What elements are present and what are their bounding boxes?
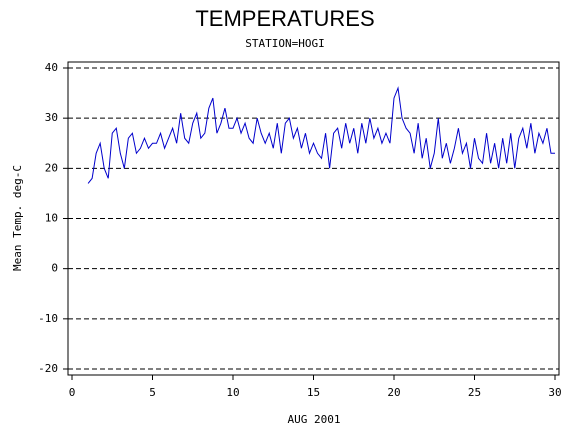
x-tick-label: 0 bbox=[69, 386, 76, 399]
chart-subtitle: STATION=HOGI bbox=[245, 37, 324, 50]
y-tick-label: -10 bbox=[38, 312, 58, 325]
y-tick-label: 10 bbox=[45, 212, 58, 225]
y-tick-label: 20 bbox=[45, 161, 58, 174]
y-tick-label: 40 bbox=[45, 61, 58, 74]
x-tick-label: 30 bbox=[548, 386, 561, 399]
temperature-line bbox=[87, 86, 555, 184]
y-axis-label: Mean Temp. deg-C bbox=[11, 165, 24, 271]
x-tick-label: 5 bbox=[149, 386, 156, 399]
x-tick-label: 20 bbox=[387, 386, 400, 399]
x-axis-label: AUG 2001 bbox=[288, 413, 341, 426]
x-tick-label: 10 bbox=[226, 386, 239, 399]
chart-title: TEMPERATURES bbox=[195, 6, 374, 31]
y-tick-label: -20 bbox=[38, 362, 58, 375]
y-tick-label: 30 bbox=[45, 111, 58, 124]
y-tick-label: 0 bbox=[51, 262, 58, 275]
x-tick-label: 25 bbox=[468, 386, 481, 399]
x-tick-label: 15 bbox=[307, 386, 320, 399]
